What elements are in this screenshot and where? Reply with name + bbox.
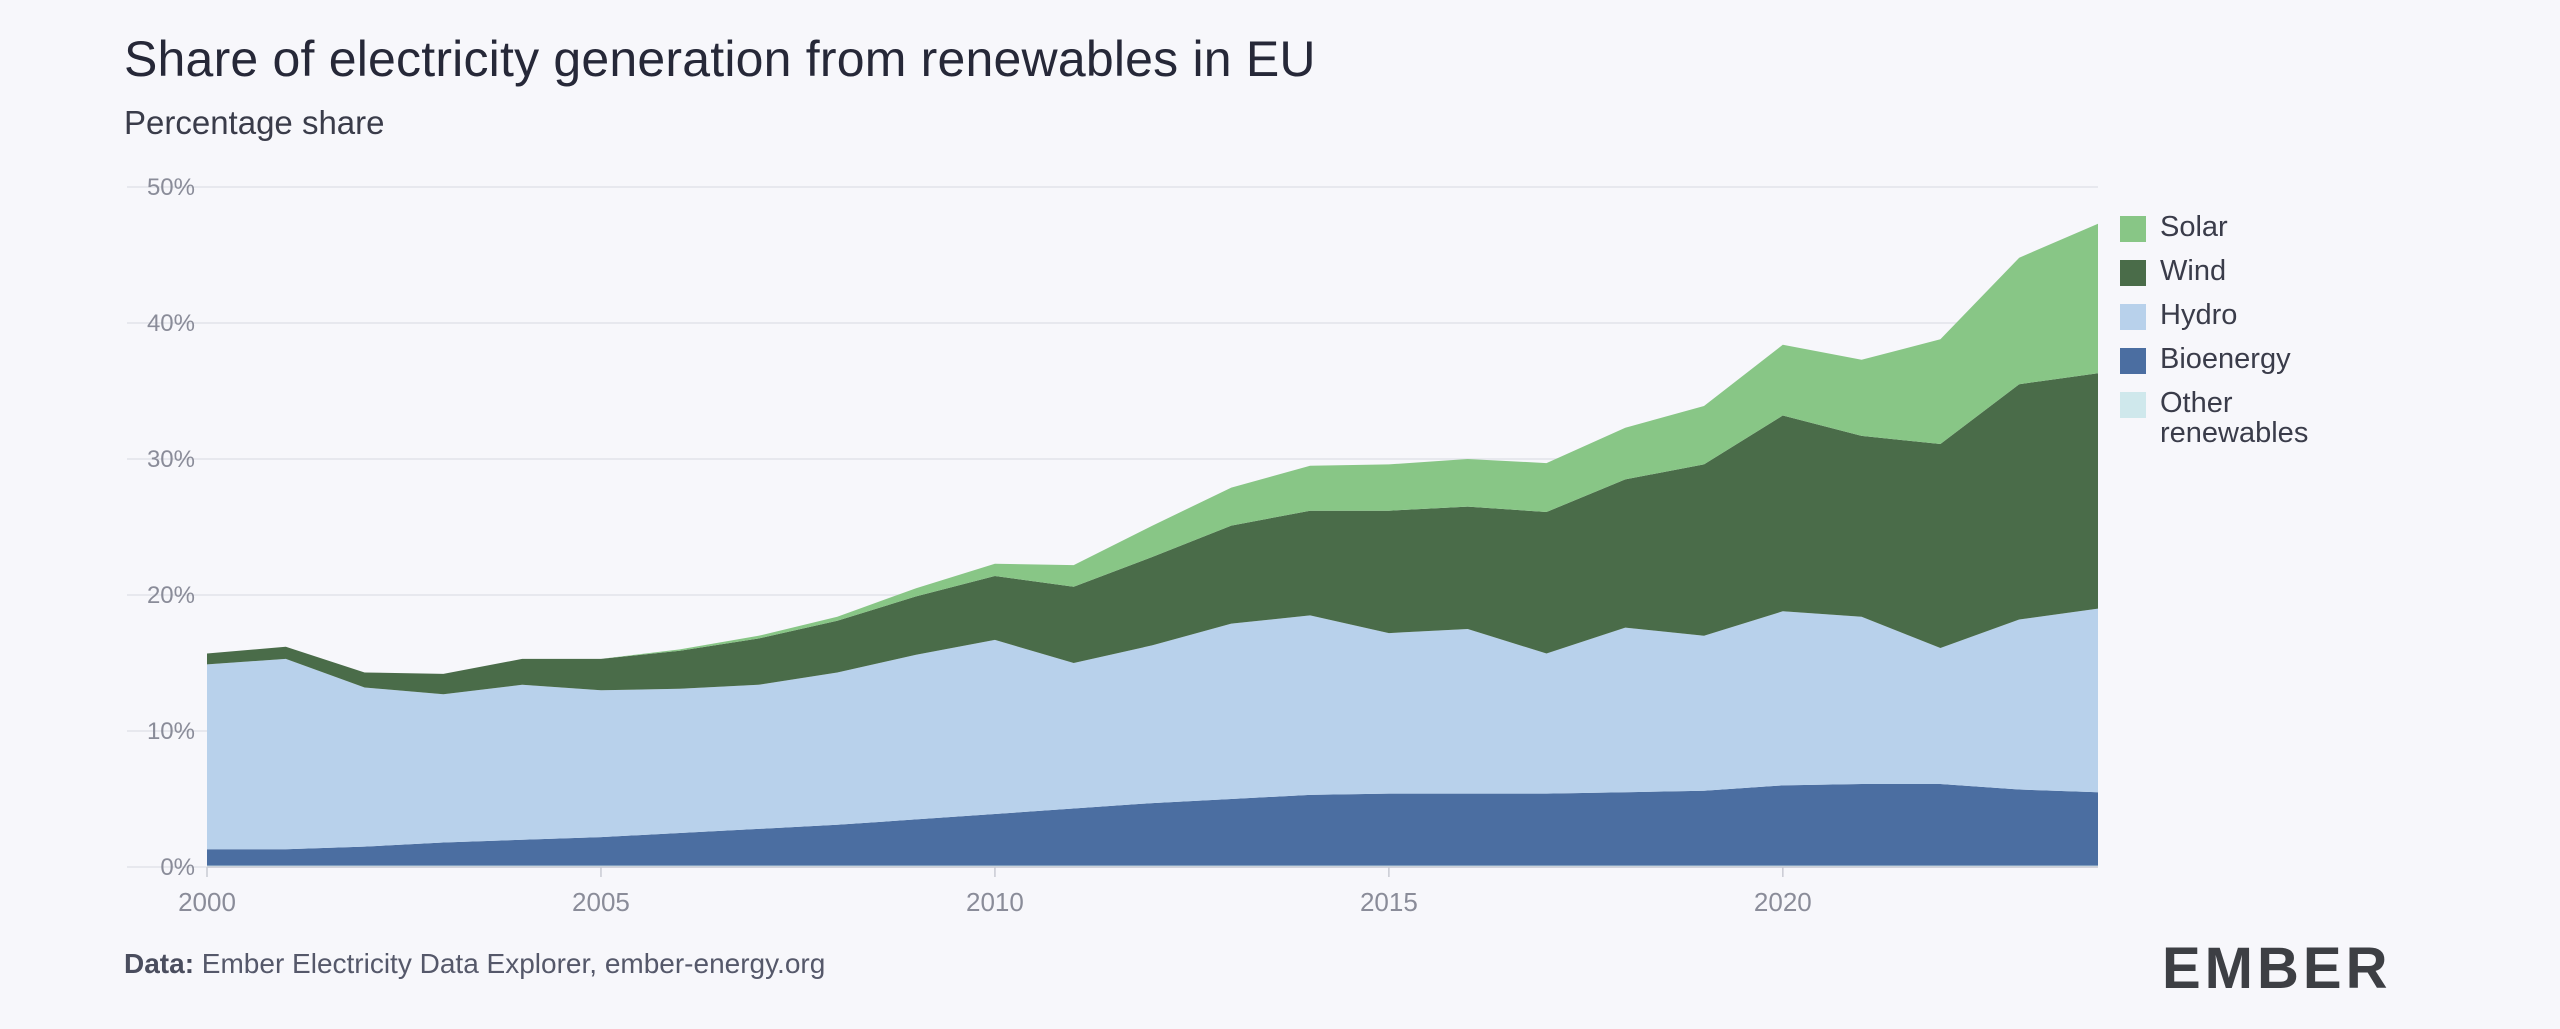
legend-item-hydro: Hydro — [2120, 300, 2350, 330]
y-tick-label: 50% — [147, 174, 195, 201]
x-tick-label: 2005 — [572, 887, 630, 917]
x-tick-label: 2010 — [966, 887, 1024, 917]
area-wind — [207, 373, 2098, 695]
ember-logo: EMBER — [2162, 936, 2392, 1001]
y-tick-label: 40% — [147, 310, 195, 337]
axes: 0% 10% 20% 30% 40% 50% 2000 2005 2010 2015 2020 — [147, 174, 2098, 917]
area-series — [207, 223, 2098, 867]
legend-item-other-renewables: Other renewables — [2120, 388, 2350, 448]
chart-title: Share of electricity generation from ren… — [124, 31, 1316, 87]
legend-swatch — [2120, 304, 2146, 330]
legend-swatch — [2120, 260, 2146, 286]
legend-item-wind: Wind — [2120, 256, 2350, 286]
area-bioenergy — [207, 784, 2098, 866]
legend: Solar Wind Hydro Bioenergy Other renewables — [2120, 212, 2350, 462]
legend-swatch — [2120, 216, 2146, 242]
legend-label: Other renewables — [2160, 387, 2309, 449]
x-tick-label: 2000 — [178, 887, 236, 917]
legend-label: Solar — [2160, 211, 2228, 243]
legend-item-bioenergy: Bioenergy — [2120, 344, 2350, 374]
legend-item-solar: Solar — [2120, 212, 2350, 242]
legend-label: Wind — [2160, 255, 2227, 287]
source-label: Data: — [124, 948, 195, 979]
area-solar — [207, 223, 2098, 674]
legend-label: Bioenergy — [2160, 343, 2291, 375]
y-tick-label: 0% — [160, 854, 195, 881]
source-text: Ember Electricity Data Explorer, ember-e… — [201, 948, 826, 979]
legend-swatch — [2120, 392, 2146, 418]
legend-swatch — [2120, 348, 2146, 374]
x-tick-label: 2015 — [1360, 887, 1418, 917]
source-note: Data: Ember Electricity Data Explorer, e… — [124, 948, 825, 980]
y-tick-label: 30% — [147, 446, 195, 473]
legend-label: Hydro — [2160, 299, 2238, 331]
area-hydro — [207, 608, 2098, 850]
x-tick-label: 2020 — [1754, 887, 1812, 917]
y-tick-label: 20% — [147, 582, 195, 609]
chart-subtitle: Percentage share — [124, 104, 385, 141]
y-tick-label: 10% — [147, 718, 195, 745]
